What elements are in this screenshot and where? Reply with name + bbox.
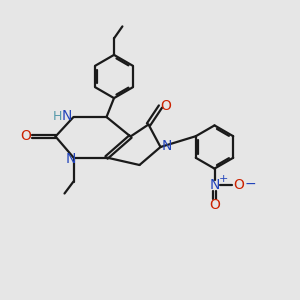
Text: H: H	[52, 110, 62, 123]
Text: +: +	[219, 174, 228, 184]
Text: O: O	[234, 178, 244, 192]
Text: O: O	[160, 100, 171, 113]
Text: N: N	[209, 178, 220, 192]
Text: O: O	[209, 198, 220, 212]
Text: O: O	[21, 130, 32, 143]
Text: N: N	[65, 152, 76, 166]
Text: N: N	[162, 139, 172, 152]
Text: −: −	[244, 177, 256, 190]
Text: N: N	[62, 110, 72, 123]
